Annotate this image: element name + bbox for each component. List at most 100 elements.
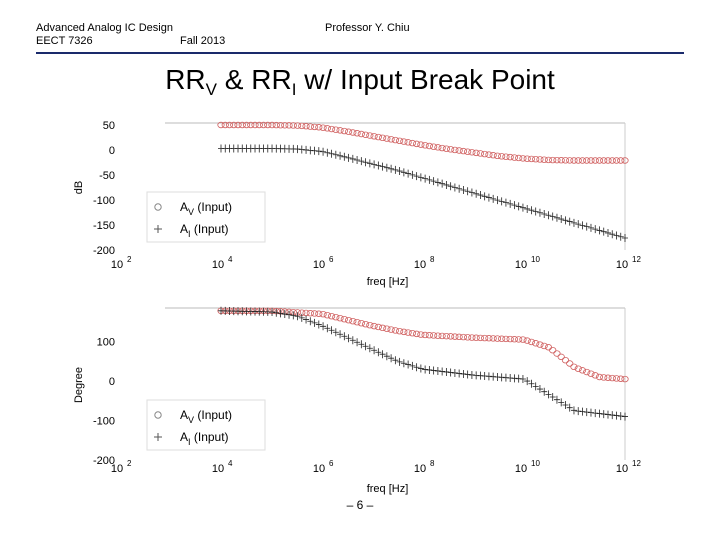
data-point (328, 149, 335, 158)
data-point (519, 203, 526, 212)
data-point (613, 411, 620, 420)
data-point (562, 216, 569, 225)
data-point (536, 341, 544, 348)
x-tick-label-2-2-exp: 6 (329, 459, 334, 468)
data-point (388, 354, 395, 363)
data-point (434, 366, 441, 375)
data-point (396, 357, 403, 366)
x-tick-label-1-0-base: 10 (111, 259, 123, 271)
data-point (592, 409, 599, 418)
data-point (268, 121, 276, 129)
data-point (536, 208, 543, 217)
data-point (354, 156, 361, 165)
data-point (442, 332, 450, 340)
data-point (354, 338, 361, 347)
data-point (549, 347, 557, 354)
data-point (383, 325, 391, 332)
data-point (366, 159, 373, 168)
data-point (438, 144, 446, 152)
legend-label-2-1: AI (Input) (180, 430, 229, 447)
data-point (612, 157, 621, 164)
data-point (264, 121, 272, 129)
data-point (366, 132, 374, 139)
data-point (315, 124, 323, 131)
data-point (425, 142, 433, 150)
data-point (357, 130, 365, 138)
data-point (392, 165, 399, 174)
data-point (345, 334, 352, 343)
data-point (455, 147, 463, 154)
x-tick-label-1-1-base: 10 (212, 259, 224, 271)
data-point (332, 126, 340, 133)
data-point (575, 220, 582, 229)
data-point (524, 204, 531, 213)
data-point (583, 157, 591, 164)
data-point (583, 368, 591, 376)
data-point (370, 133, 378, 140)
data-point (400, 359, 407, 368)
y-tick-label-2-3: -200 (93, 455, 115, 467)
series-2-2 (218, 306, 628, 421)
data-point (422, 365, 429, 374)
data-point (417, 364, 424, 373)
data-point (443, 180, 450, 189)
data-point (540, 156, 548, 163)
data-point (617, 412, 624, 421)
data-point (476, 150, 485, 157)
data-point (302, 123, 310, 130)
data-point (532, 340, 540, 347)
data-point (315, 147, 322, 156)
data-point (600, 410, 607, 419)
data-point (430, 332, 438, 339)
data-point (553, 213, 560, 222)
data-point (289, 122, 297, 129)
data-point (375, 161, 382, 170)
data-point (587, 370, 595, 377)
legend-2: AV (Input) AI (Input) (146, 399, 266, 451)
data-point (587, 223, 594, 232)
data-point (391, 136, 399, 144)
data-point (595, 157, 604, 164)
data-point (549, 393, 556, 402)
data-point (566, 403, 573, 412)
data-point (290, 311, 297, 320)
x-tick-label-2-3-exp: 8 (430, 459, 435, 468)
data-point (251, 121, 259, 129)
data-point (344, 128, 353, 135)
data-point (583, 408, 590, 417)
data-point (421, 331, 429, 339)
data-point (341, 152, 348, 161)
data-point (481, 192, 488, 201)
data-point (341, 332, 348, 341)
data-point (553, 350, 561, 357)
data-point (485, 335, 493, 342)
data-point (337, 151, 344, 160)
data-point (361, 131, 370, 138)
data-point (323, 311, 331, 319)
x-tick-label-1-5-base: 10 (616, 259, 628, 271)
data-point (294, 145, 301, 154)
data-point (570, 406, 577, 415)
data-point (566, 217, 573, 226)
data-point (353, 318, 361, 326)
data-point (506, 335, 514, 343)
data-point (604, 374, 612, 381)
data-point (553, 156, 561, 164)
data-point (468, 149, 476, 156)
data-point (327, 125, 336, 133)
data-point (443, 367, 450, 376)
data-point (545, 211, 552, 220)
data-point (476, 334, 485, 342)
data-point (451, 183, 458, 192)
data-point (247, 121, 255, 129)
series-1-1 (217, 121, 629, 164)
data-point (536, 156, 544, 163)
data-point (409, 170, 416, 179)
legend-label-1-0: AV (Input) (180, 200, 232, 217)
title-part-1: RR (165, 64, 206, 95)
x-tick-label-1-3-exp: 8 (430, 255, 435, 264)
data-point (459, 147, 467, 155)
data-point (276, 121, 285, 129)
data-point (578, 157, 587, 164)
data-point (621, 375, 629, 383)
